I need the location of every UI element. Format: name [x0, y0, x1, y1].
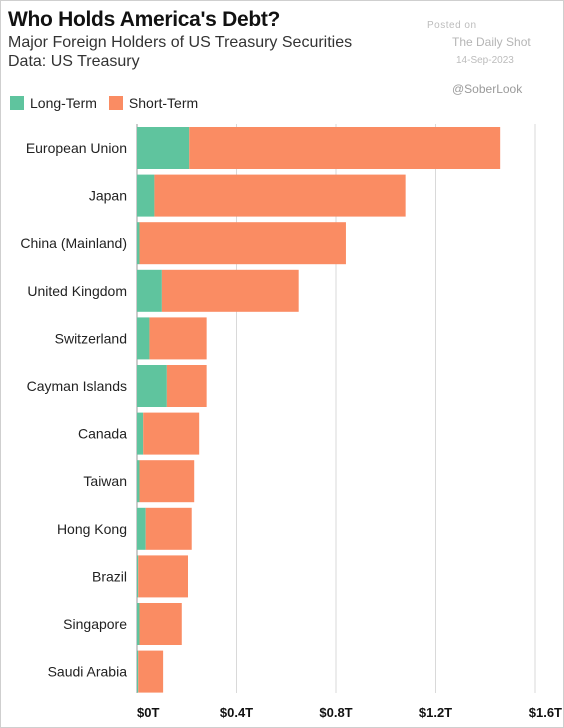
bar-segment-long-term — [137, 412, 144, 455]
bar-segment-long-term — [137, 222, 140, 265]
legend-item-short-term: Short-Term — [108, 95, 199, 111]
x-tick-label: $1.2T — [419, 705, 452, 720]
bar-segment-long-term — [137, 317, 150, 360]
legend-label-short-term: Short-Term — [128, 95, 199, 111]
bar-segment-short-term — [154, 174, 406, 217]
bar-segment-short-term — [161, 269, 299, 312]
bar-segment-short-term — [189, 127, 501, 169]
legend-label-long-term: Long-Term — [30, 95, 97, 111]
category-label: United Kingdom — [27, 283, 127, 299]
bar-segment-short-term — [139, 460, 195, 503]
category-label: Saudi Arabia — [48, 664, 128, 680]
bar-segment-long-term — [137, 507, 146, 550]
watermark-site: The Daily Shot — [452, 35, 531, 49]
bar-segment-long-term — [137, 269, 162, 312]
category-label: Hong Kong — [57, 521, 127, 537]
bar-segment-long-term — [137, 174, 155, 217]
author-handle: @SoberLook — [452, 82, 523, 96]
bar-segment-long-term — [137, 603, 140, 645]
category-label: Brazil — [92, 568, 127, 584]
bar-segment-short-term — [138, 555, 188, 598]
category-label: Canada — [78, 426, 127, 442]
watermark-posted: Posted on — [427, 20, 477, 31]
bar-segment-short-term — [139, 222, 346, 265]
category-label: European Union — [26, 140, 127, 156]
bar-segment-short-term — [138, 650, 164, 693]
category-label: Japan — [89, 188, 127, 204]
legend: Long-Term Short-Term — [10, 95, 210, 111]
category-label: Singapore — [63, 616, 127, 632]
bar-segment-long-term — [137, 365, 167, 407]
bar-segment-long-term — [137, 650, 139, 693]
bar-segment-short-term — [139, 603, 182, 645]
bar-segment-long-term — [137, 460, 140, 503]
x-tick-label: $0T — [137, 705, 159, 720]
x-tick-label: $1.6T — [529, 705, 562, 720]
legend-swatch-short-term — [108, 96, 123, 110]
bar-segment-short-term — [145, 507, 192, 550]
watermark-date: 14-Sep-2023 — [456, 55, 514, 66]
x-tick-label: $0.4T — [220, 705, 253, 720]
bar-segment-short-term — [149, 317, 207, 360]
category-label: Taiwan — [83, 473, 127, 489]
category-label: China (Mainland) — [20, 235, 127, 251]
category-label: Switzerland — [55, 330, 127, 346]
x-tick-label: $0.8T — [319, 705, 352, 720]
chart-title: Who Holds America's Debt? — [8, 8, 281, 31]
bar-segment-long-term — [137, 127, 190, 169]
bar-segment-short-term — [143, 412, 200, 455]
bar-segment-long-term — [137, 555, 139, 598]
category-label: Cayman Islands — [27, 378, 127, 394]
legend-item-long-term: Long-Term — [10, 95, 97, 111]
bar-segment-short-term — [166, 365, 207, 407]
data-source: Data: US Treasury — [8, 53, 140, 70]
legend-swatch-long-term — [10, 96, 24, 110]
chart-subtitle: Major Foreign Holders of US Treasury Sec… — [8, 34, 353, 51]
